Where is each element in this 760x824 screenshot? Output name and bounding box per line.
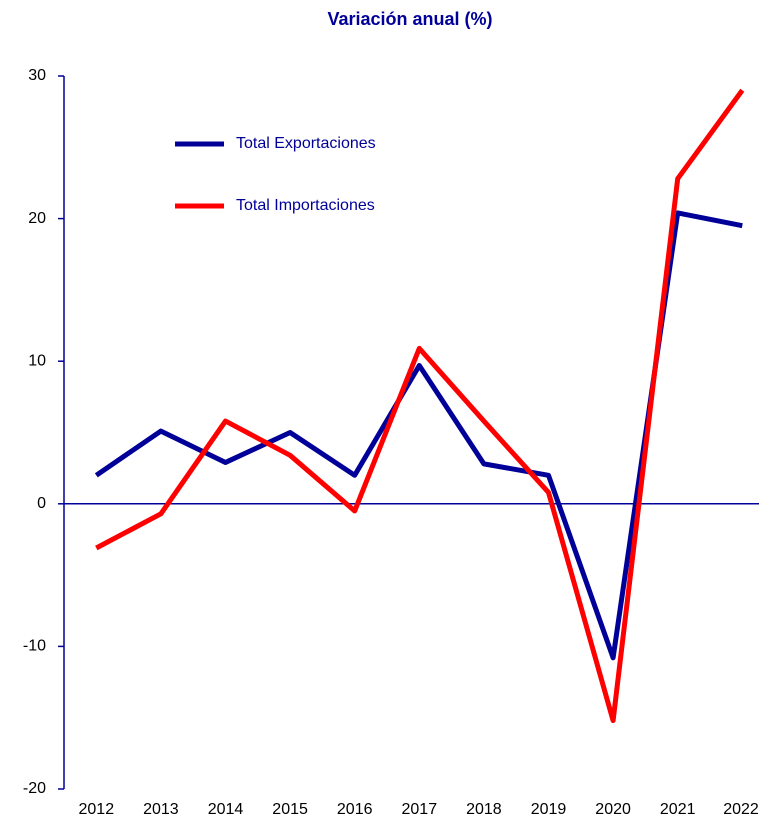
x-tick-label: 2017 — [402, 801, 438, 818]
x-tick-label: 2016 — [337, 801, 373, 818]
x-tick-label: 2015 — [272, 801, 308, 818]
x-tick-label: 2019 — [531, 801, 567, 818]
y-tick-label: 0 — [37, 495, 46, 512]
x-tick-label: 2022 — [723, 801, 759, 818]
y-tick-label: -20 — [23, 780, 46, 797]
y-tick-label: 30 — [28, 67, 46, 84]
data-line — [95, 88, 745, 724]
legend-label: Total Exportaciones — [236, 135, 376, 152]
x-tick-label: 2020 — [595, 801, 631, 818]
x-tick-label: 2018 — [466, 801, 502, 818]
x-tick-label: 2013 — [143, 801, 179, 818]
x-tick-label: 2012 — [79, 801, 115, 818]
y-tick-label: 10 — [28, 352, 46, 369]
y-tick-label: -10 — [23, 638, 46, 655]
y-tick-label: 20 — [28, 210, 46, 227]
x-tick-label: 2021 — [660, 801, 696, 818]
chart-title: Variación anual (%) — [327, 9, 492, 29]
x-tick-label: 2014 — [208, 801, 244, 818]
legend-label: Total Importaciones — [236, 197, 375, 214]
